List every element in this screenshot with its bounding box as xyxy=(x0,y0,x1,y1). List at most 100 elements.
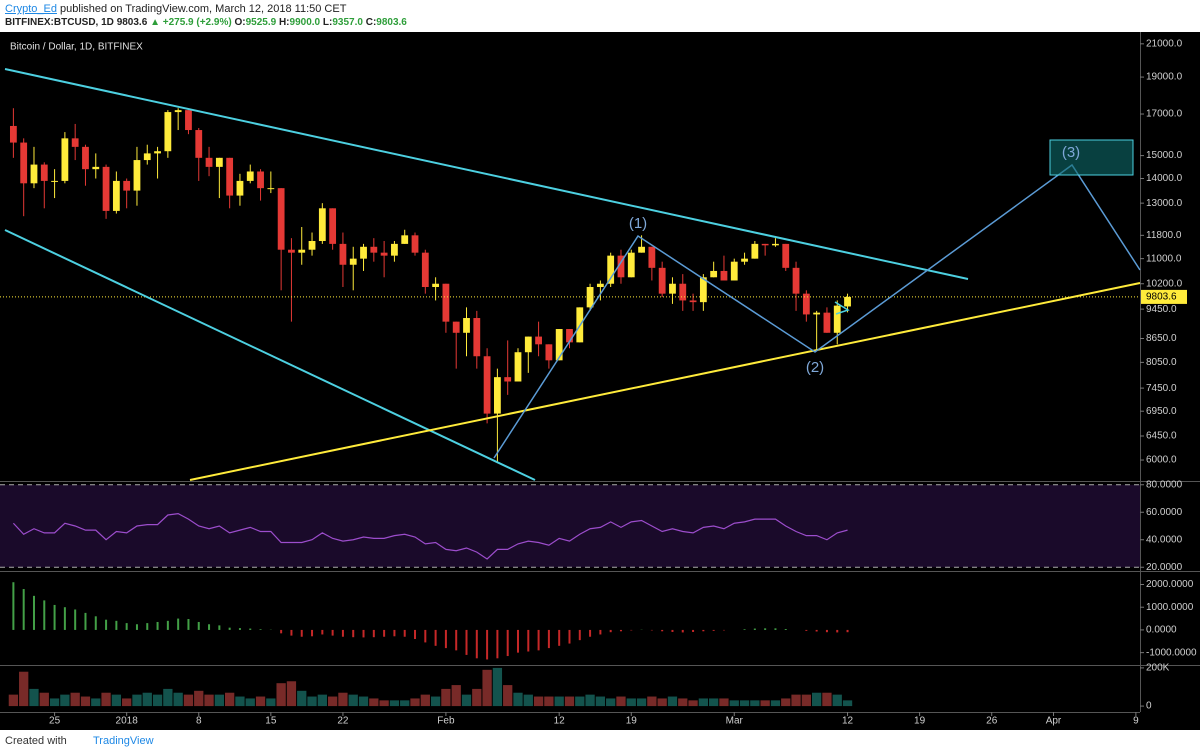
o-label: O: xyxy=(234,17,246,28)
candle-body xyxy=(452,321,460,333)
volume-bar xyxy=(616,696,626,707)
y-tick-label: 21000.0 xyxy=(1146,38,1183,49)
candle-body xyxy=(133,160,141,191)
macd-bar xyxy=(609,629,612,633)
volume-bar xyxy=(235,696,245,707)
macd-bar xyxy=(218,625,221,630)
candle-body xyxy=(288,249,295,253)
candle-body xyxy=(380,252,388,256)
macd-bar xyxy=(135,624,138,630)
macd-bar xyxy=(105,619,108,630)
volume-bar xyxy=(255,696,266,707)
candle-body xyxy=(535,336,542,345)
wave-path xyxy=(493,163,1141,459)
candle-body xyxy=(607,255,615,284)
macd-bar xyxy=(424,629,427,643)
volume-bar xyxy=(575,696,585,707)
candle-body xyxy=(761,243,769,246)
macd-bar xyxy=(74,609,77,630)
y-tick-label: 2000.0000 xyxy=(1146,579,1194,590)
support-line xyxy=(189,282,1141,481)
macd-bar xyxy=(475,629,478,659)
candle-body xyxy=(215,157,223,167)
macd-bar xyxy=(197,621,200,630)
target-box xyxy=(1049,139,1134,176)
volume-bar xyxy=(111,694,122,707)
macd-bar xyxy=(506,629,509,657)
y-tick-label: 9450.0 xyxy=(1146,304,1177,315)
y-tick-label: 7450.0 xyxy=(1146,383,1177,394)
candle-body xyxy=(391,243,398,256)
candle-body xyxy=(720,270,728,281)
y-tick-label: 40.0000 xyxy=(1146,534,1183,545)
candle-body xyxy=(308,241,316,250)
trend-line xyxy=(4,68,969,280)
candle-body xyxy=(20,142,28,184)
candle-body xyxy=(30,164,38,184)
x-tick-label: 25 xyxy=(49,716,61,727)
candle-body xyxy=(844,296,851,307)
macd-bar xyxy=(403,629,406,637)
volume-bar xyxy=(441,688,451,707)
y-tick-label: 1000.0000 xyxy=(1146,602,1194,613)
trend-line xyxy=(4,229,536,481)
volume-bar xyxy=(348,694,358,707)
candle-body xyxy=(566,329,573,343)
candle-body xyxy=(669,283,676,294)
volume-bar xyxy=(832,694,842,707)
candle-body xyxy=(751,243,759,259)
x-tick-label: 2018 xyxy=(116,716,139,727)
candle-body xyxy=(555,329,563,361)
macd-bar xyxy=(32,595,35,630)
macd-bar xyxy=(238,628,241,630)
volume-bar xyxy=(286,681,297,707)
candle-body xyxy=(195,130,203,158)
candle-body xyxy=(658,267,666,294)
candle-body xyxy=(782,243,790,268)
candle-body xyxy=(257,171,264,189)
volume-bar xyxy=(152,694,163,707)
y-tick-label: 8050.0 xyxy=(1146,357,1177,368)
author[interactable]: Crypto_Ed xyxy=(5,3,57,15)
y-tick-label: 11800.0 xyxy=(1146,230,1182,241)
y-tick-label: -1000.0000 xyxy=(1146,647,1197,658)
candle-body xyxy=(699,277,707,303)
candle-body xyxy=(61,138,69,181)
x-tick-label: Mar xyxy=(726,716,744,727)
rsi-band xyxy=(0,484,1140,568)
macd-bar xyxy=(249,628,252,630)
macd-bar xyxy=(12,582,15,630)
symbol-line: BITFINEX:BTCUSD, 1D 9803.6 ▲ +275.9 (+2.… xyxy=(5,17,407,28)
volume-bar xyxy=(379,700,389,707)
x-tick-label: 19 xyxy=(626,716,638,727)
chart: (1) (2) (3) Bitcoin / Dollar, 1D, BITFIN… xyxy=(0,32,1200,730)
macd-bar xyxy=(496,629,499,659)
brand[interactable]: TradingView xyxy=(93,735,154,747)
candle-body xyxy=(710,270,718,278)
macd-bar xyxy=(681,629,684,633)
macd-bar xyxy=(393,629,396,637)
volume-bar xyxy=(781,698,791,707)
candle-body xyxy=(833,305,841,333)
x-tick-label: 12 xyxy=(554,716,566,727)
macd-bar xyxy=(671,629,674,632)
candle-body xyxy=(51,180,58,182)
volume-bar xyxy=(91,698,101,707)
chart-title: Bitcoin / Dollar, 1D, BITFINEX xyxy=(10,42,143,53)
candle-body xyxy=(772,243,779,246)
volume-bar xyxy=(647,696,657,707)
macd-bar xyxy=(568,629,571,644)
candle-body xyxy=(92,166,100,170)
macd-bar xyxy=(589,629,592,637)
macd-bar xyxy=(558,629,561,646)
candle-body xyxy=(689,300,697,303)
macd-bar xyxy=(383,629,386,637)
footer: Created with TradingView xyxy=(0,730,1200,754)
l-value: 9357.0 xyxy=(332,17,363,28)
volume-bar xyxy=(523,694,533,707)
candle-body xyxy=(349,258,357,265)
candle-body xyxy=(627,252,635,278)
macd-bar xyxy=(166,620,169,630)
volume-bar xyxy=(585,694,595,707)
